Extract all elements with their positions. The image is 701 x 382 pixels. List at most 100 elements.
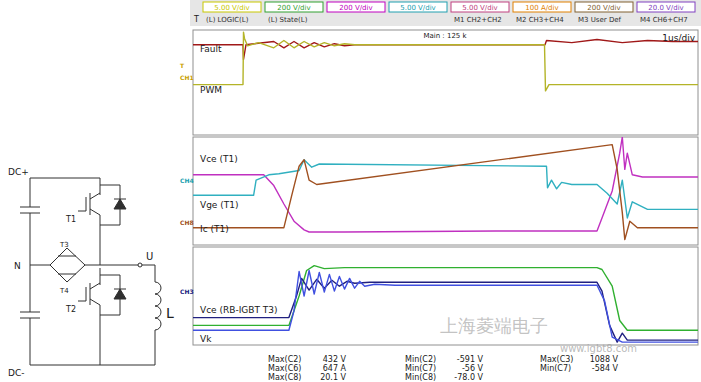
measurement-value: 647 A <box>323 364 347 373</box>
wire <box>85 265 100 266</box>
measurement-label: Max(C8) <box>268 373 301 382</box>
wire <box>100 231 101 265</box>
measurement-value: -584 V <box>592 364 619 373</box>
channel-name: M1 CH2+CH2 <box>454 16 502 24</box>
header-bar <box>190 0 701 26</box>
wire <box>114 289 126 290</box>
measurement-label: Min(C7) <box>540 364 571 373</box>
wire <box>100 215 101 231</box>
measurement-value: -78.0 V <box>454 373 483 382</box>
wire <box>90 193 91 215</box>
trace <box>193 40 698 60</box>
wire <box>100 185 120 186</box>
wire <box>30 213 31 312</box>
channel-marker: CH1 <box>180 74 194 81</box>
wire <box>100 305 101 321</box>
wire <box>90 193 100 199</box>
channel-name: (L) State(L) <box>268 16 308 24</box>
channel-box <box>451 2 509 12</box>
measurement-value: 432 V <box>323 355 347 364</box>
wire <box>30 365 155 366</box>
channel-name: (L) LOGIC(L) <box>206 16 249 24</box>
wire <box>100 315 120 316</box>
wire <box>100 321 101 365</box>
circuit <box>20 178 161 365</box>
channel-box <box>389 2 447 12</box>
watermark: 上海菱端电子 <box>440 315 548 336</box>
measurement-label: Max(C2) <box>268 355 301 364</box>
figure: T 5.00 V/div (L) LOGIC(L) 200 V/div (L) Stat… <box>0 0 701 382</box>
circuit-label: T3 <box>59 241 69 249</box>
channel-marker: CH3 <box>180 288 194 295</box>
channel-scale: 5.00 V/div <box>400 4 436 12</box>
wire <box>114 199 126 200</box>
wire <box>155 330 156 365</box>
switch-box <box>50 248 85 282</box>
channel-scale: 200 V/div <box>277 4 310 12</box>
trace-label: Ic (T1) <box>200 224 229 234</box>
circuit-label: T1 <box>65 215 76 224</box>
circuit-label: DC+ <box>8 167 29 177</box>
traces <box>193 266 698 343</box>
terminal <box>138 263 142 267</box>
wire <box>30 318 31 365</box>
channel-scale: 20.0 V/div <box>648 4 684 12</box>
wire <box>30 265 50 266</box>
pane-frame <box>193 30 698 135</box>
measurement-label: Max(C6) <box>268 364 301 373</box>
channel-box <box>513 2 571 12</box>
wire <box>100 178 101 195</box>
wire <box>100 275 120 276</box>
channel-marker: CH8 <box>180 219 194 226</box>
channel-box <box>575 2 633 12</box>
trace-label: Vce (T1) <box>200 154 238 164</box>
wire <box>20 213 40 214</box>
measurement-value: -56 V <box>462 364 484 373</box>
pane-frame <box>193 247 698 345</box>
circuit-label: U <box>146 251 153 262</box>
wire <box>20 207 40 208</box>
wire <box>90 299 100 305</box>
channel-scale: 5.00 V/div <box>462 4 498 12</box>
trace <box>193 145 698 240</box>
diode <box>114 199 126 209</box>
channel-box <box>203 2 261 12</box>
measurement-label: Min(C2) <box>405 355 436 364</box>
trace-label: Fault <box>200 44 222 54</box>
time-base: 1us/div <box>662 33 695 43</box>
wire <box>100 265 155 266</box>
diode <box>114 289 126 299</box>
channel-name: M3 User Def <box>578 16 622 24</box>
wire <box>86 197 87 211</box>
trace <box>193 278 698 342</box>
wire <box>78 301 86 302</box>
channel-scale: 200 V/div <box>587 4 620 12</box>
circuit-label: N <box>14 261 21 271</box>
wire <box>90 283 100 289</box>
circuit-label: L <box>166 305 174 321</box>
channel-scale: 5.00 V/div <box>214 4 250 12</box>
wire <box>20 318 40 319</box>
channel-box <box>327 2 385 12</box>
channel-box <box>637 2 695 12</box>
wire <box>100 268 101 285</box>
watermark: www.igbt8.com <box>560 343 637 354</box>
wire <box>58 256 76 257</box>
traces <box>193 137 698 240</box>
measurement-value: -591 V <box>457 355 484 364</box>
wire <box>90 283 91 305</box>
inductor <box>155 282 161 330</box>
measurement-value: 20.1 V <box>320 373 346 382</box>
channel-box <box>265 2 323 12</box>
wire <box>58 274 76 275</box>
measurement-label: Min(C8) <box>405 373 436 382</box>
channel-marker: CH4 <box>180 177 194 184</box>
wire <box>20 312 40 313</box>
circuit-label: DC- <box>8 368 24 378</box>
wire <box>30 178 100 179</box>
channel-name: M4 CH6+CH7 <box>640 16 688 24</box>
trigger-label: T <box>193 15 199 24</box>
traces <box>193 32 698 91</box>
wire <box>30 178 31 207</box>
trace <box>193 271 698 343</box>
